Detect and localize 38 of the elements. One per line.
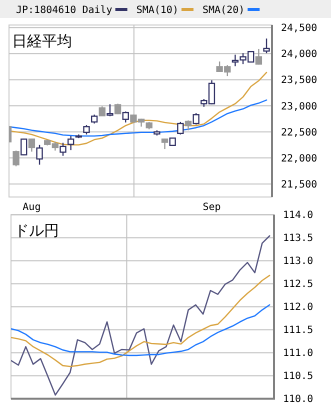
candlestick [184, 120, 192, 131]
candlestick [122, 110, 129, 124]
candlestick [161, 138, 168, 150]
candlestick [177, 121, 184, 136]
legend-label: SMA(10) [136, 5, 178, 16]
candlestick [12, 150, 20, 167]
y-tick-label: 111.0 [283, 348, 314, 360]
y-tick-label: 112.0 [283, 302, 314, 314]
x-tick-label: Aug [22, 202, 41, 213]
text: 日経平均 [12, 32, 72, 50]
y-tick-label: 23,000 [281, 101, 318, 112]
candlestick [192, 112, 200, 126]
candlestick [60, 142, 66, 156]
candlestick [20, 138, 28, 156]
candlestick [67, 135, 74, 151]
candlestick [83, 124, 90, 136]
y-tick-label: 110.0 [283, 394, 314, 406]
text: ドル円 [14, 222, 59, 240]
y-tick-label: 23,500 [281, 75, 318, 86]
y-tick-label: 22,500 [281, 127, 318, 138]
y-tick-label: 112.5 [283, 279, 314, 290]
y-tick-label: 111.5 [283, 325, 314, 336]
y-tick-label: 21,500 [281, 179, 318, 190]
x-tick-label: Sep [202, 202, 221, 213]
candlestick [263, 38, 270, 54]
y-tick-label: 113.0 [283, 256, 314, 268]
candlestick [98, 106, 106, 116]
y-tick-label: 113.5 [283, 233, 314, 244]
legend-label: SMA(20) [202, 5, 245, 16]
legend-label: JP:1804610 Daily [16, 5, 112, 16]
candlestick [36, 144, 43, 166]
y-tick-label: 24,500 [281, 23, 318, 34]
candlestick [28, 138, 36, 152]
y-tick-label: 110.5 [283, 371, 314, 382]
candlestick [255, 48, 262, 66]
y-tick-label: 24,000 [281, 49, 318, 60]
y-tick-label: 114.0 [283, 210, 314, 222]
y-tick-label: 22,000 [281, 153, 318, 164]
